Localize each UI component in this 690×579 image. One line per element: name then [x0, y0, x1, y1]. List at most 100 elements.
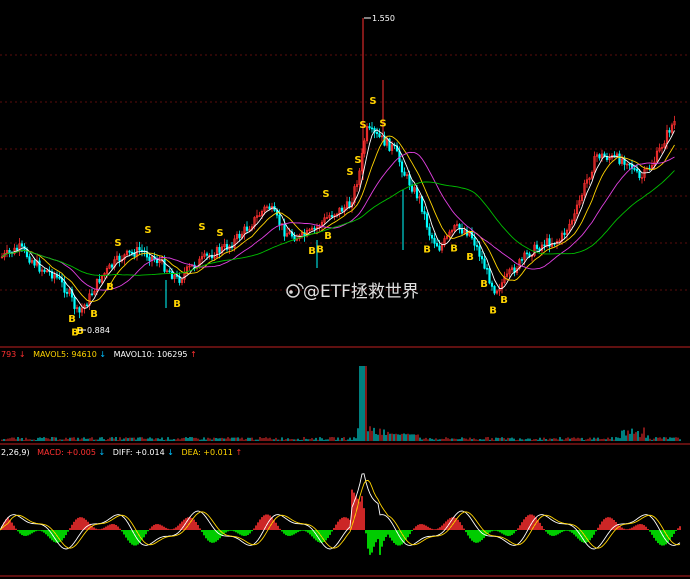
candle [575, 204, 579, 215]
candle [663, 143, 666, 148]
candle [13, 247, 16, 254]
buy-signal: B [308, 246, 316, 257]
candle [625, 163, 629, 166]
candle [455, 224, 459, 226]
candle [138, 247, 141, 251]
candle [400, 161, 404, 173]
candle [170, 271, 174, 279]
candle [485, 268, 489, 270]
candle [563, 232, 566, 235]
candle [358, 170, 361, 185]
candle [503, 276, 506, 284]
candle [98, 279, 101, 283]
candle [578, 200, 581, 206]
candle [570, 220, 574, 225]
candle [283, 223, 286, 237]
candle [168, 270, 171, 273]
buy-signal: B [466, 252, 474, 263]
candle [598, 154, 601, 159]
candle [425, 213, 429, 228]
candle [268, 206, 271, 210]
buy-signal: B [68, 314, 76, 325]
candle [540, 244, 544, 251]
candle [403, 171, 406, 176]
buy-signal: B [423, 245, 431, 256]
buy-signal: B [106, 282, 114, 293]
candle [43, 269, 46, 272]
candle [68, 289, 71, 294]
high-price-label: 1.550 [372, 14, 395, 23]
mavol10-label: MAVOL10: 106295 [114, 350, 188, 359]
candle [95, 279, 99, 292]
candle [480, 256, 484, 260]
candle [63, 281, 66, 293]
candle [660, 147, 664, 149]
candle [100, 275, 104, 283]
candle [405, 174, 409, 176]
candle [368, 126, 371, 129]
candle [308, 229, 311, 231]
sell-signal: S [114, 238, 121, 249]
candle [600, 153, 604, 159]
candle [248, 228, 251, 231]
candle [258, 215, 261, 217]
candle [568, 223, 571, 231]
candle [203, 253, 206, 257]
candle [313, 227, 316, 230]
candle [235, 233, 239, 240]
candle [233, 238, 236, 248]
candle [335, 213, 339, 216]
macd-arrow: ↓ [99, 448, 106, 457]
candle [163, 259, 166, 272]
candle [65, 292, 69, 294]
candle [538, 248, 541, 251]
watermark: @ETF拯救世界 [286, 282, 419, 302]
candle [378, 133, 381, 137]
candle [588, 177, 591, 180]
candle [363, 140, 366, 154]
candle [0, 256, 4, 259]
candle [310, 227, 314, 230]
candle [628, 163, 631, 166]
candle [348, 201, 351, 208]
candle [565, 229, 569, 235]
macd-legend: 2,26,9) MACD: +0.005 ↓ DIFF: +0.014 ↓ DE… [1, 448, 242, 457]
sell-signal: S [322, 189, 329, 200]
buy-signal: B [489, 306, 497, 317]
candle [495, 290, 499, 294]
candle [205, 253, 209, 256]
low-price-label: 0.884 [87, 326, 110, 335]
candle [103, 273, 106, 277]
candle [520, 259, 524, 261]
candle [38, 260, 41, 272]
moving-average-line [1, 129, 675, 309]
candle [128, 250, 131, 253]
candle [33, 260, 36, 266]
candle [300, 232, 304, 236]
candle [473, 237, 476, 246]
candle [460, 229, 464, 234]
candle [458, 224, 461, 230]
candle [543, 244, 546, 247]
candle [525, 252, 529, 255]
moving-average-line [1, 135, 675, 302]
candle [28, 256, 31, 263]
candle [340, 207, 344, 212]
candle [80, 308, 84, 313]
candles [0, 18, 676, 319]
candle [388, 138, 391, 151]
candle [223, 244, 226, 248]
buy-signal: B [71, 328, 79, 339]
dea-label: DEA: +0.011 [182, 448, 233, 457]
candle [548, 238, 551, 247]
sell-signal: S [369, 96, 376, 107]
sell-signal: S [354, 155, 361, 166]
sell-signal: S [379, 118, 386, 129]
sell-signal: S [359, 120, 366, 131]
candle [655, 150, 659, 163]
buy-signal: B [500, 295, 508, 306]
buy-signal: B [90, 309, 98, 320]
candle [293, 235, 296, 241]
candle [215, 247, 219, 258]
moving-average-line [1, 170, 675, 276]
